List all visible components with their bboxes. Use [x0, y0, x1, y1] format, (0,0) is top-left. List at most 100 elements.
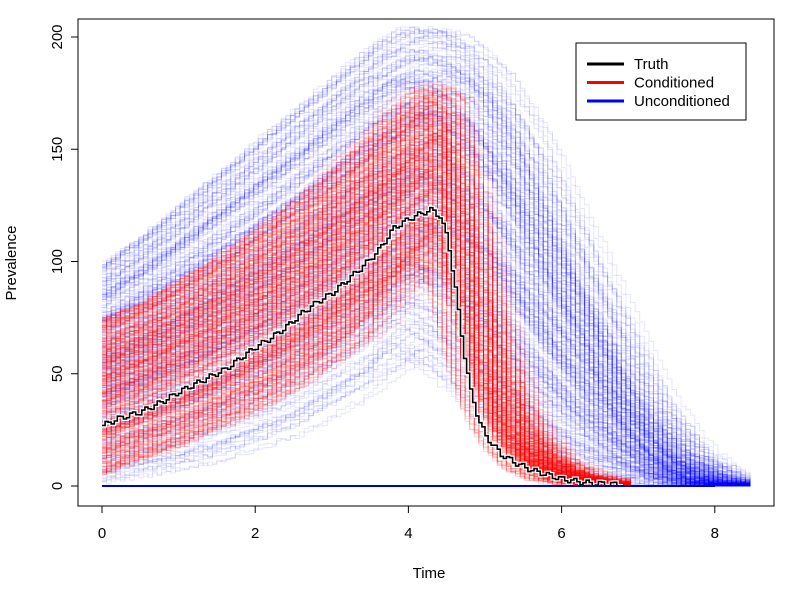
trajectory-unconditioned: [102, 170, 751, 487]
trajectory-unconditioned: [102, 180, 751, 487]
trajectory-unconditioned: [102, 79, 751, 487]
trajectory-conditioned: [102, 171, 631, 485]
trajectory-conditioned: [102, 214, 631, 484]
trajectory-unconditioned: [102, 349, 751, 487]
trajectory-conditioned: [102, 168, 631, 487]
trajectory-conditioned: [102, 191, 631, 487]
trajectory-conditioned: [102, 87, 631, 487]
trajectory-unconditioned: [102, 103, 751, 486]
trajectory-unconditioned: [102, 90, 751, 479]
trajectory-unconditioned: [102, 278, 751, 487]
y-tick-label: 200: [49, 24, 66, 49]
trajectory-unconditioned: [102, 153, 751, 482]
trajectory-conditioned: [102, 241, 631, 487]
trajectory-unconditioned: [102, 276, 751, 487]
trajectory-unconditioned: [102, 184, 751, 485]
trajectory-conditioned: [102, 160, 631, 484]
trajectory-conditioned: [102, 94, 631, 487]
trajectory-conditioned: [102, 147, 631, 484]
trajectory-conditioned: [102, 112, 631, 487]
trajectory-conditioned: [102, 84, 631, 487]
trajectory-conditioned: [102, 149, 631, 487]
trajectory-unconditioned: [102, 107, 751, 477]
trajectory-unconditioned: [102, 110, 750, 487]
x-tick-label: 6: [557, 525, 565, 542]
trajectory-conditioned: [102, 154, 631, 487]
trajectory-conditioned: [102, 245, 631, 487]
trajectory-conditioned: [102, 153, 631, 487]
trajectory-unconditioned: [102, 176, 751, 487]
trajectory-conditioned: [102, 229, 631, 487]
trajectory-unconditioned: [102, 163, 751, 486]
trajectory-conditioned: [102, 237, 631, 487]
trajectory-unconditioned: [102, 26, 751, 487]
trajectory-unconditioned: [102, 276, 751, 487]
trajectory-unconditioned: [102, 359, 751, 487]
trajectory-unconditioned: [102, 328, 751, 487]
trajectory-unconditioned: [102, 226, 751, 487]
y-axis: 0 50 100 150 200: [49, 24, 79, 490]
y-tick-label: 150: [49, 137, 66, 162]
trajectory-conditioned: [102, 104, 631, 486]
trajectory-conditioned: [102, 131, 631, 487]
trajectory-conditioned: [102, 98, 631, 487]
trajectory-conditioned: [102, 235, 631, 487]
trajectory-conditioned: [102, 162, 631, 487]
trajectory-unconditioned: [102, 339, 751, 487]
trajectory-conditioned: [102, 253, 631, 487]
trajectory-unconditioned: [102, 73, 751, 485]
trajectory-conditioned: [102, 161, 631, 485]
trajectory-conditioned: [102, 173, 631, 487]
trajectory-conditioned: [102, 220, 631, 487]
trajectory-conditioned: [102, 100, 631, 486]
trajectory-unconditioned: [102, 29, 751, 486]
trajectory-unconditioned: [102, 108, 750, 487]
trajectory-conditioned: [102, 133, 631, 487]
trajectory-conditioned: [102, 151, 631, 485]
trajectory-unconditioned: [102, 40, 751, 483]
trajectory-unconditioned: [102, 86, 751, 487]
trajectory-unconditioned: [102, 180, 751, 484]
trajectory-conditioned: [102, 155, 631, 486]
y-tick-label: 0: [49, 482, 66, 490]
trajectory-conditioned: [102, 181, 631, 486]
trajectory-conditioned: [102, 108, 631, 486]
trajectory-unconditioned: [102, 34, 751, 487]
trajectory-unconditioned: [102, 193, 751, 487]
trajectory-conditioned: [102, 151, 631, 487]
trajectory-unconditioned: [102, 62, 751, 486]
trajectory-conditioned: [102, 230, 631, 487]
trajectory-conditioned: [102, 147, 631, 487]
legend-label: Conditioned: [634, 75, 714, 92]
trajectory-conditioned: [102, 112, 631, 487]
trajectory-unconditioned: [102, 327, 751, 487]
trajectory-unconditioned: [102, 171, 751, 487]
trajectory-unconditioned: [102, 77, 751, 487]
trajectory-unconditioned: [102, 345, 751, 487]
trajectory-conditioned: [102, 181, 631, 487]
trajectory-conditioned: [102, 113, 631, 487]
trajectory-conditioned: [102, 118, 631, 487]
trajectory-conditioned: [102, 180, 631, 487]
trajectory-conditioned: [102, 257, 631, 487]
trajectory-conditioned: [102, 95, 631, 487]
trajectory-unconditioned: [102, 281, 750, 487]
trajectory-conditioned: [102, 101, 631, 484]
trajectory-unconditioned: [102, 98, 751, 487]
trajectory-unconditioned: [102, 101, 751, 486]
trajectory-conditioned: [102, 93, 631, 484]
trajectory-conditioned: [102, 109, 631, 484]
trajectory-unconditioned: [102, 298, 751, 487]
trajectory-conditioned: [102, 92, 631, 487]
trajectory-unconditioned: [102, 214, 751, 487]
trajectory-unconditioned: [102, 74, 751, 487]
trajectory-conditioned: [102, 110, 631, 486]
trajectory-unconditioned: [102, 293, 751, 487]
trajectory-conditioned: [102, 215, 631, 487]
trajectory-unconditioned: [102, 221, 751, 487]
trajectory-conditioned: [102, 84, 631, 487]
trajectory-unconditioned: [102, 168, 751, 487]
trajectory-conditioned: [102, 94, 631, 486]
trajectory-unconditioned: [102, 165, 751, 485]
